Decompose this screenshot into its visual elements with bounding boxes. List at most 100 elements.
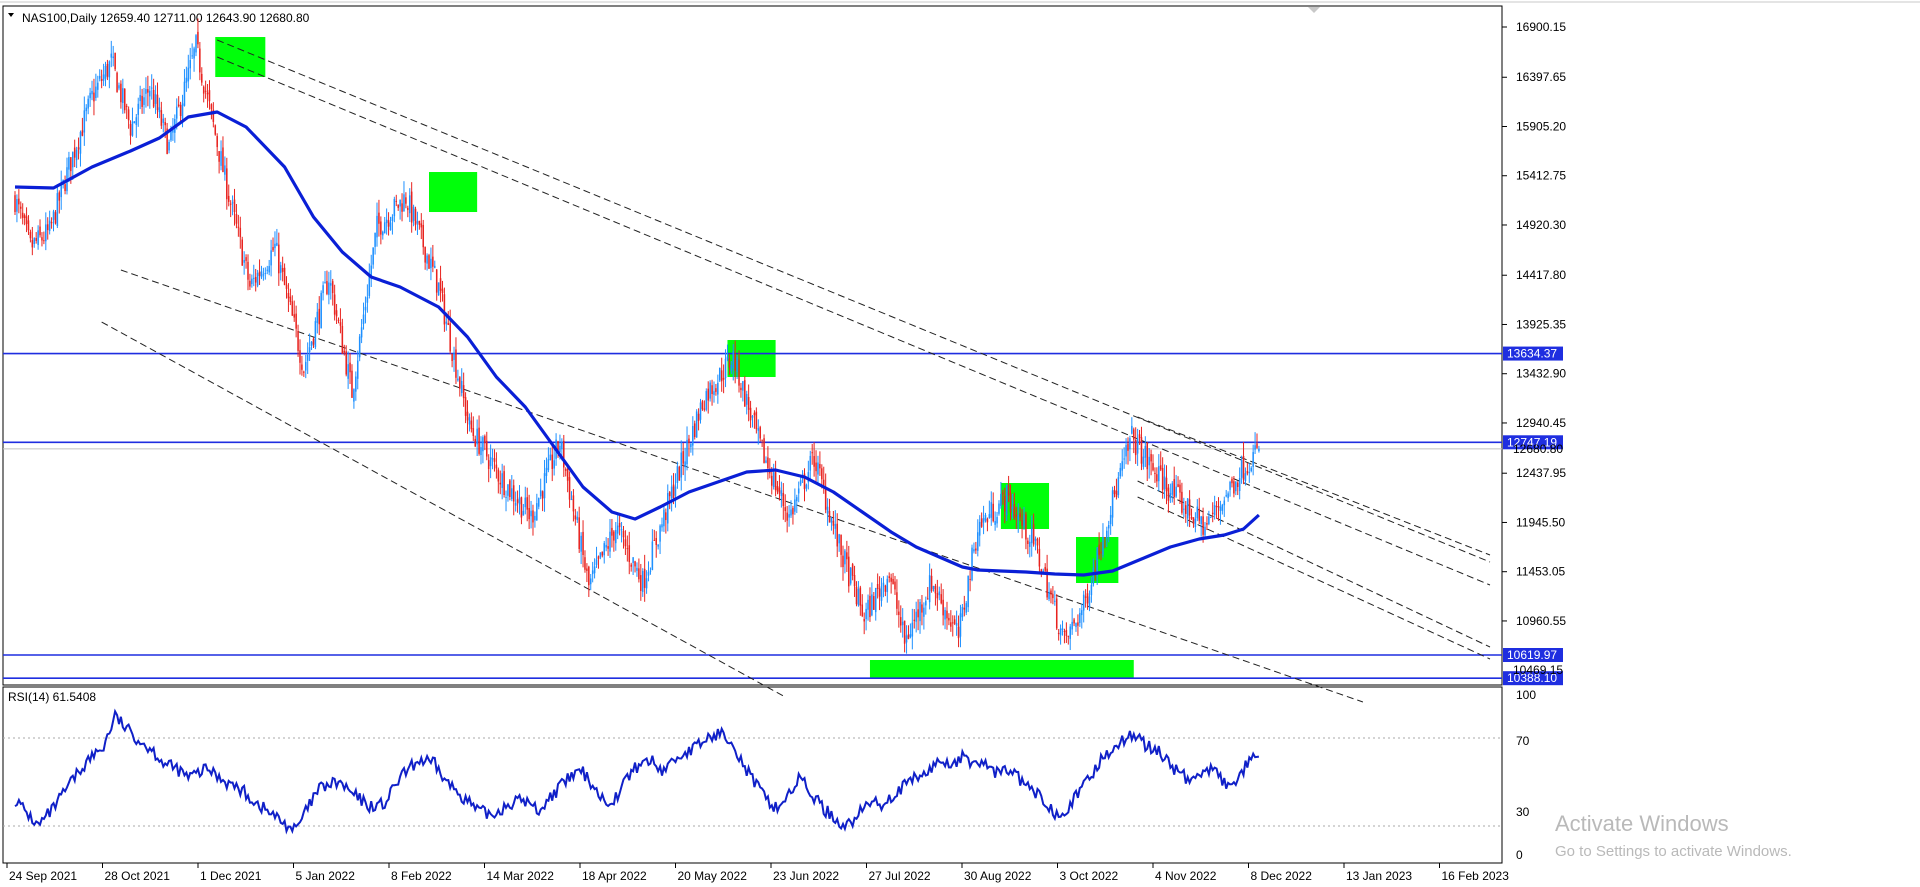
symbol-menu-icon[interactable] (8, 13, 14, 17)
candle-body (335, 310, 338, 317)
trend-line[interactable] (216, 56, 1491, 586)
candle-body (967, 575, 969, 608)
trend-lines[interactable] (101, 39, 1491, 703)
rsi-indicator: 100 70 30 0 (3, 688, 1536, 862)
candle-body (543, 473, 546, 499)
horizontal-levels[interactable] (3, 352, 1502, 679)
chart-shift-icon[interactable] (1308, 7, 1320, 13)
candle-body (208, 90, 211, 102)
candle-body (582, 531, 584, 555)
candle-body (23, 215, 26, 219)
candle-body (52, 211, 55, 220)
candle-body (1036, 538, 1039, 546)
candle-body (330, 283, 332, 286)
ohlc-readout: 12659.40 12711.00 12643.90 12680.80 (100, 11, 310, 25)
candle-body (143, 97, 145, 105)
candle-body (992, 503, 994, 522)
price-panel[interactable] (2, 5, 1503, 686)
price-tick-label: 13432.90 (1516, 367, 1566, 381)
candle-body (376, 215, 378, 238)
candle-body (1217, 506, 1220, 508)
candle-body (744, 380, 746, 407)
candle-body (759, 427, 761, 439)
candle-body (1131, 425, 1133, 434)
candle-body (206, 92, 209, 95)
candle-body (817, 462, 819, 475)
candle-body (767, 457, 769, 469)
trend-line[interactable] (1137, 416, 1491, 556)
candle-body (977, 532, 979, 551)
candle-body (58, 192, 61, 201)
level-label: 12747.19 (1507, 435, 1557, 449)
trend-line[interactable] (101, 321, 786, 698)
candle-body (202, 86, 205, 94)
candle-body (460, 380, 463, 394)
candle-body (372, 247, 374, 265)
candle-body (516, 499, 519, 503)
candle-body (1059, 628, 1062, 636)
candle-body (1204, 526, 1206, 536)
candle-body (961, 607, 964, 618)
price-axis[interactable]: 16900.15 16397.65 15905.20 15412.75 14920.30… (1502, 20, 1566, 628)
candle-body (1161, 467, 1164, 491)
candle-body (996, 517, 998, 524)
price-tick-label: 11453.05 (1516, 565, 1565, 579)
candle-body (971, 547, 973, 581)
price-tick-label: 14920.30 (1516, 218, 1566, 232)
rsi-panel[interactable] (2, 686, 1503, 864)
candle-body (842, 555, 844, 568)
candle-body (264, 273, 267, 275)
candle-body (1206, 522, 1208, 525)
candle-body (1038, 548, 1041, 567)
candle-body (374, 232, 376, 247)
candle-body (295, 313, 297, 329)
candle-body (755, 411, 758, 430)
rsi-tick-label: 30 (1516, 805, 1530, 819)
candle-body (20, 206, 22, 209)
candle-body (385, 219, 388, 224)
trend-line[interactable] (120, 269, 1364, 703)
candle-body (1027, 540, 1029, 545)
candle-body (572, 495, 575, 512)
candle-body (256, 272, 259, 286)
candle-body (29, 231, 32, 239)
candle-body (855, 586, 858, 605)
candle-body (1150, 454, 1152, 462)
candle-body (116, 72, 118, 93)
time-tick-label: 23 Jun 2022 (773, 869, 839, 883)
time-tick-label: 27 Jul 2022 (869, 869, 931, 883)
time-axis[interactable]: 24 Sep 2021 28 Oct 2021 1 Dec 2021 5 Jan 20… (6, 863, 1509, 883)
moving-average-line (14, 110, 1260, 577)
candle-body (607, 546, 609, 549)
candle-body (539, 490, 542, 497)
candle-body (445, 321, 448, 324)
trend-line[interactable] (216, 39, 1491, 563)
trend-line[interactable] (1137, 480, 1491, 648)
candle-body (1167, 487, 1170, 501)
candle-body (599, 552, 602, 558)
candle-body (530, 510, 532, 517)
candle-body (451, 354, 453, 362)
candle-body (892, 578, 894, 585)
candle-body (717, 382, 719, 395)
candle-body (1034, 538, 1037, 541)
candle-body (514, 502, 517, 506)
candle-body (1023, 515, 1025, 527)
candle-body (274, 243, 276, 249)
candle-body (978, 521, 981, 536)
candle-body (405, 197, 407, 204)
candle-body (1092, 567, 1095, 585)
price-tick-label: 12437.95 (1516, 466, 1566, 480)
trend-line[interactable] (1137, 496, 1491, 660)
candle-body (907, 634, 910, 639)
candle-body (18, 198, 20, 205)
candle-body (1202, 516, 1204, 535)
candle-body (422, 224, 424, 248)
candle-body (915, 611, 917, 622)
candle-body (1121, 461, 1123, 471)
candle-body (447, 323, 450, 325)
candle-body (668, 492, 671, 497)
candle-body (283, 267, 286, 285)
candle-body (1032, 523, 1035, 545)
candle-body (287, 292, 290, 299)
